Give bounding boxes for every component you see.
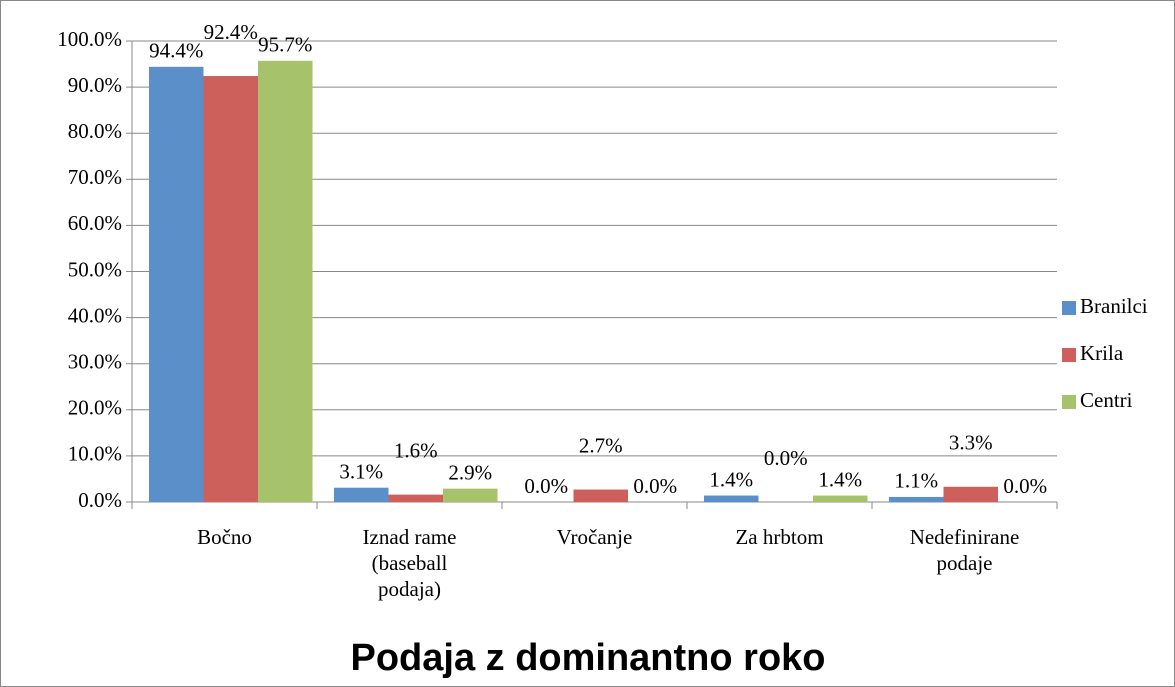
y-tick-label: 10.0% [68,442,122,466]
legend-label: Centri [1080,388,1133,412]
data-label: 95.7% [258,33,312,57]
x-tick-label: Vročanje [556,525,633,549]
data-label: 2.9% [448,460,492,484]
data-label: 3.3% [949,431,993,455]
bar [149,66,204,502]
y-tick-label: 0.0% [78,488,122,512]
x-tick-label: Iznad rame (baseball podaja) [362,525,457,601]
data-label: 1.4% [709,467,753,491]
chart-title: Podaja z dominantno roko [350,637,825,679]
bar [573,489,628,502]
data-label: 94.4% [149,39,203,63]
y-tick-label: 50.0% [68,257,122,281]
data-label: 2.7% [579,433,623,457]
y-tick-label: 20.0% [68,396,122,420]
y-tick-label: 30.0% [68,350,122,374]
legend-swatch [1062,395,1076,409]
data-label: 0.0% [524,474,568,498]
y-tick-label: 40.0% [68,303,122,327]
legend-swatch [1062,301,1076,315]
y-tick-label: 70.0% [68,165,122,189]
x-tick-label: Nedefinirane podaje [909,525,1020,575]
bar [258,60,313,502]
bar [813,495,868,502]
bar [388,494,443,502]
data-label: 1.4% [818,467,862,491]
data-label: 3.1% [339,460,383,484]
data-label: 1.6% [394,438,438,462]
data-label: 0.0% [1003,474,1047,498]
y-tick-label: 100.0% [57,27,122,51]
legend-label: Krila [1080,341,1124,365]
y-tick-label: 90.0% [68,73,122,97]
x-tick-label: Za hrbtom [735,525,824,549]
legend-label: Branilci [1080,294,1148,318]
bar [704,495,759,502]
y-tick-label: 80.0% [68,119,122,143]
data-label: 0.0% [633,474,677,498]
bar [889,496,944,502]
bar [203,76,258,502]
bar [943,486,998,502]
bar [443,488,498,502]
data-label: 0.0% [764,446,808,470]
x-tick-label: Bočno [197,525,252,549]
legend-swatch [1062,348,1076,362]
data-label: 92.4% [204,20,258,44]
y-tick-label: 60.0% [68,211,122,235]
data-label: 1.1% [894,469,938,493]
bar [334,487,389,502]
